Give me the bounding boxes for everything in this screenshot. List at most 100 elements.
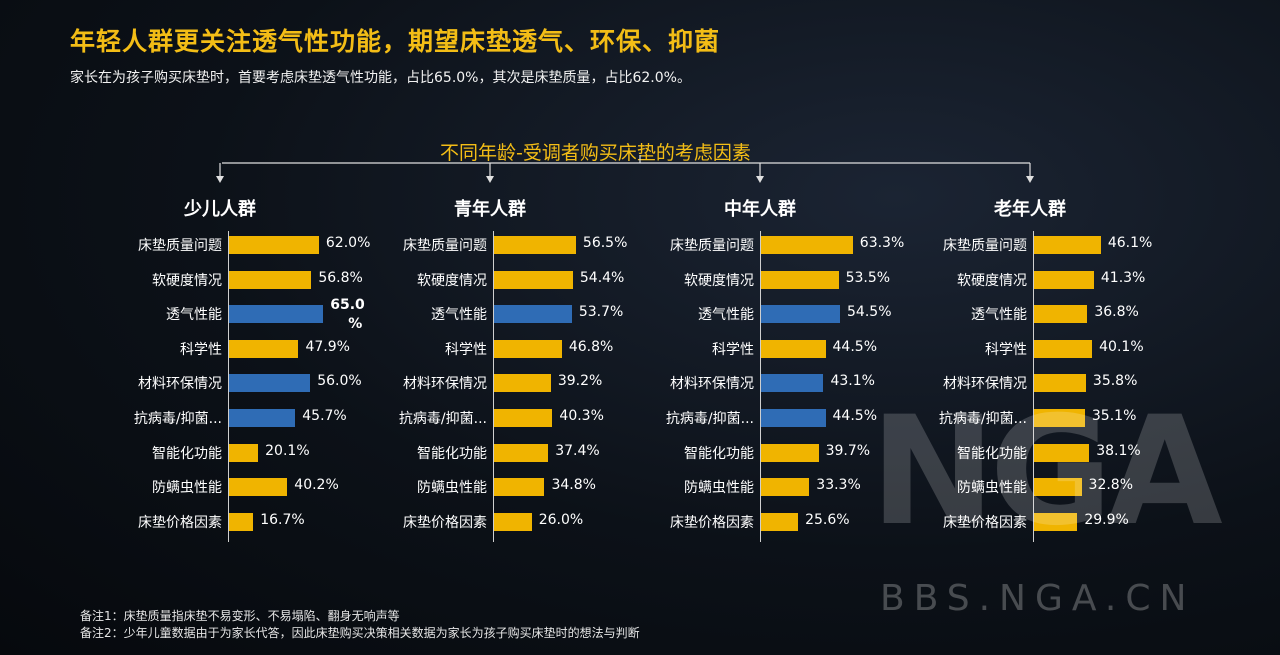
bar — [229, 339, 299, 358]
value-label: 56.5% — [582, 235, 628, 251]
group-title: 青年人群 — [454, 199, 526, 220]
value-label: 44.5% — [832, 338, 877, 355]
bar — [494, 236, 576, 254]
value-label: 41.3% — [1100, 269, 1146, 286]
bar — [1034, 236, 1101, 254]
value-label: 20.1% — [265, 442, 310, 459]
value-label: 40.3% — [559, 408, 604, 424]
bar — [1034, 478, 1082, 497]
category-label: 软硬度情况 — [684, 272, 754, 289]
category-label: 床垫质量问题 — [403, 238, 487, 254]
category-label: 床垫价格因素 — [403, 514, 487, 531]
note-1: 备注1：床垫质量指床垫不易变形、不易塌陷、翻身无响声等 — [80, 609, 400, 623]
value-label: 35.1% — [1091, 408, 1137, 424]
category-label: 材料环保情况 — [943, 376, 1027, 393]
category-label: 科学性 — [712, 341, 754, 358]
page-title: 年轻人群更关注透气性功能，期望床垫透气、环保、抑菌 — [70, 27, 721, 56]
bar-axis — [760, 231, 761, 543]
bar — [1034, 443, 1090, 462]
bar — [761, 478, 810, 497]
bar — [229, 512, 254, 531]
note-2: 备注2：少年儿童数据由于为家长代答，因此床垫购买决策相关数据为家长为孩子购买床垫… — [80, 626, 640, 640]
category-label: 床垫质量问题 — [138, 238, 222, 254]
bracket-arrow-head — [1026, 176, 1034, 183]
notes: 备注1：床垫质量指床垫不易变形、不易塌陷、翻身无响声等 备注2：少年儿童数据由于… — [80, 608, 640, 642]
value-label: 16.7% — [260, 511, 305, 528]
category-label: 透气性能 — [971, 307, 1027, 324]
bar — [761, 339, 826, 358]
value-label: 47.9% — [305, 338, 350, 355]
nga-watermark-url: BBS.NGA.CN — [880, 578, 1196, 619]
category-label: 智能化功能 — [417, 445, 487, 462]
bar — [229, 270, 312, 289]
category-label: 抗病毒/抑菌... — [133, 411, 222, 427]
value-label: 62.0% — [325, 235, 371, 251]
bar — [229, 443, 259, 462]
bar — [494, 339, 562, 358]
category-label: 透气性能 — [431, 307, 487, 324]
category-label: 科学性 — [445, 341, 487, 358]
value-label: 25.6% — [805, 511, 850, 528]
category-label: 材料环保情况 — [138, 376, 222, 393]
value-label: 53.7% — [578, 304, 624, 321]
group-title: 中年人群 — [724, 199, 796, 220]
category-label: 智能化功能 — [957, 445, 1027, 462]
bar — [229, 305, 324, 324]
category-label: 抗病毒/抑菌... — [398, 411, 487, 427]
bar-axis — [1033, 231, 1034, 543]
chart-title-bracket — [216, 155, 1034, 183]
value-label: 39.7% — [825, 442, 871, 459]
bar-axis — [493, 231, 494, 543]
category-label: 抗病毒/抑菌... — [665, 411, 754, 427]
value-label: 56.0% — [317, 373, 362, 390]
value-label: 46.8% — [568, 338, 614, 355]
bar — [761, 236, 853, 254]
bar — [761, 374, 824, 393]
bar — [494, 443, 549, 462]
category-label: 科学性 — [985, 341, 1027, 358]
bar — [761, 443, 819, 462]
bar — [229, 478, 288, 497]
value-label: 38.1% — [1096, 442, 1141, 459]
bar — [1034, 409, 1085, 427]
group-title: 老年人群 — [994, 199, 1066, 220]
bar — [494, 512, 532, 531]
bar — [229, 409, 296, 427]
bar — [494, 409, 553, 427]
value-label: 63.3% — [859, 235, 905, 251]
value-label: 26.0% — [538, 511, 584, 528]
value-label: 56.8% — [318, 269, 363, 286]
bar — [1034, 339, 1093, 358]
category-label: 透气性能 — [698, 307, 754, 324]
category-label: 防螨虫性能 — [684, 480, 754, 497]
value-label: 44.5% — [832, 408, 877, 424]
bracket-arrow-head — [486, 176, 494, 183]
category-label: 智能化功能 — [684, 445, 754, 462]
value-label: 43.1% — [830, 373, 875, 390]
category-label: 透气性能 — [166, 307, 222, 324]
category-label: 抗病毒/抑菌... — [938, 411, 1027, 427]
category-label: 科学性 — [180, 341, 222, 358]
value-label: 39.2% — [557, 373, 603, 390]
category-label: 床垫价格因素 — [670, 514, 754, 531]
category-label: 防螨虫性能 — [417, 480, 487, 497]
category-label: 床垫价格因素 — [138, 514, 222, 531]
nga-watermark-logo: NGA — [870, 385, 1223, 559]
bracket-arrow-head — [216, 176, 224, 183]
bar — [494, 305, 572, 324]
value-label: 45.7% — [302, 408, 347, 424]
category-label: 软硬度情况 — [417, 272, 487, 289]
category-label: 防螨虫性能 — [152, 480, 222, 497]
value-label: 32.8% — [1088, 477, 1134, 494]
bar — [229, 374, 311, 393]
value-label: 29.9% — [1084, 511, 1129, 528]
bar — [1034, 512, 1078, 531]
category-label: 软硬度情况 — [152, 272, 222, 289]
bar — [1034, 270, 1094, 289]
value-label: 40.2% — [294, 477, 339, 494]
category-label: 智能化功能 — [152, 445, 222, 462]
category-label: 软硬度情况 — [957, 272, 1027, 289]
page-subtitle: 家长在为孩子购买床垫时，首要考虑床垫透气性功能，占比65.0%，其次是床垫质量，… — [70, 70, 691, 86]
category-label: 床垫质量问题 — [670, 238, 754, 254]
value-label: 35.8% — [1092, 373, 1138, 390]
